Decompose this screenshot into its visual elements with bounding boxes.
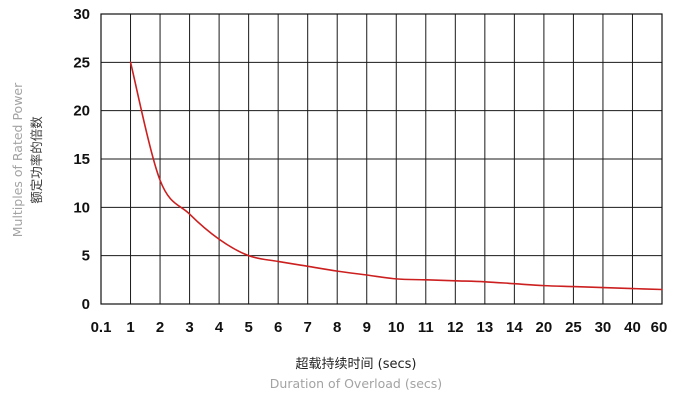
x-tick-label: 4 — [215, 319, 224, 336]
x-tick-label: 25 — [565, 319, 582, 336]
x-tick-label: 6 — [274, 319, 282, 336]
y-axis-label-cn: 额定功率的倍数 — [29, 116, 44, 204]
x-tick-label: 40 — [624, 319, 641, 336]
x-tick-labels: 0.1 1 2 3 4 5 6 7 8 9 10 11 12 13 14 20 25 30 40 60 — [91, 319, 668, 336]
y-tick-label: 10 — [73, 199, 90, 216]
x-tick-label: 5 — [244, 319, 252, 336]
x-tick-label: 30 — [595, 319, 612, 336]
y-tick-labels: 0 5 10 15 20 25 30 — [73, 6, 90, 313]
plot-frame — [100, 13, 663, 305]
x-tick-label: 0.1 — [91, 319, 112, 336]
x-tick-label: 3 — [185, 319, 193, 336]
x-tick-label: 10 — [388, 319, 405, 336]
y-axis-label-en: Multiples of Rated Power — [10, 82, 25, 237]
x-tick-label: 14 — [506, 319, 523, 336]
x-tick-label: 9 — [363, 319, 371, 336]
x-tick-label: 7 — [304, 319, 312, 336]
y-tick-label: 25 — [73, 54, 90, 71]
x-tick-label: 13 — [476, 319, 493, 336]
grid — [100, 13, 663, 305]
y-tick-label: 5 — [82, 248, 90, 265]
x-axis-label-cn: 超载持续时间 (secs) — [296, 357, 417, 372]
series-line — [129, 61, 663, 291]
x-tick-label: 11 — [418, 319, 434, 336]
y-tick-label: 30 — [73, 6, 90, 23]
x-tick-label: 1 — [126, 319, 134, 336]
series-area — [129, 61, 663, 291]
x-tick-label: 20 — [536, 319, 553, 336]
x-tick-label: 12 — [447, 319, 464, 336]
x-tick-label: 2 — [156, 319, 164, 336]
x-tick-label: 60 — [651, 319, 668, 336]
y-tick-label: 0 — [82, 296, 90, 313]
y-tick-label: 20 — [73, 103, 90, 120]
x-tick-label: 8 — [333, 319, 341, 336]
y-tick-label: 15 — [73, 151, 90, 168]
x-axis-label-en: Duration of Overload (secs) — [270, 376, 442, 391]
